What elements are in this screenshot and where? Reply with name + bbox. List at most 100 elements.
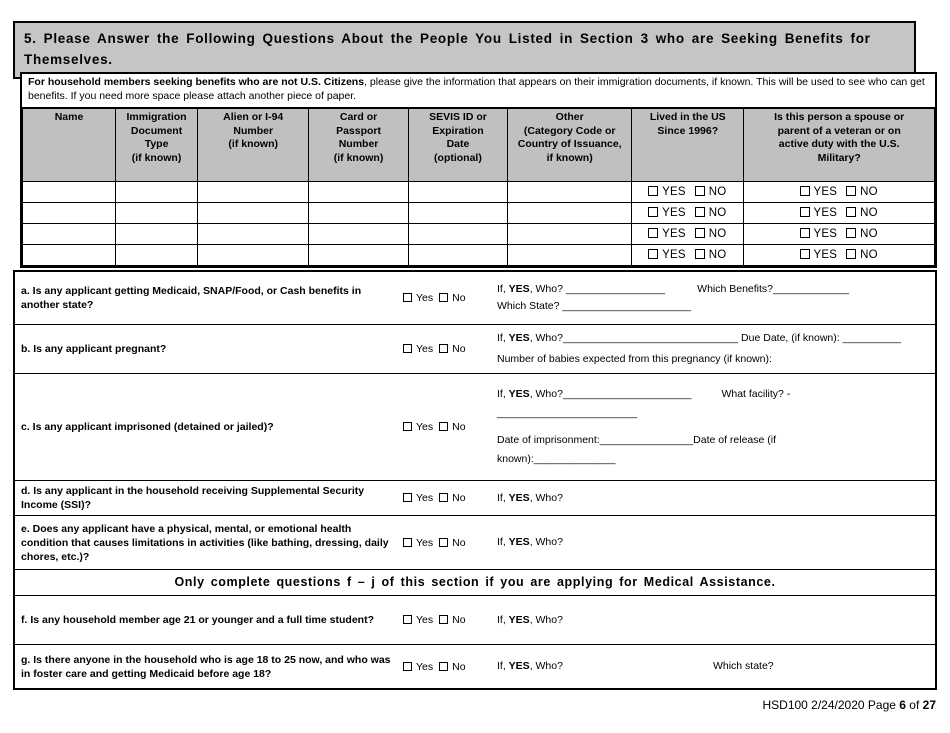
checkbox-yes[interactable]: [403, 537, 412, 547]
checkbox-no[interactable]: [439, 344, 449, 353]
immigration-cell[interactable]: [507, 222, 633, 245]
text-fragment: If,: [497, 388, 509, 400]
yes-no-group: Yes No: [400, 661, 469, 673]
immigration-cell[interactable]: [407, 180, 509, 203]
immigration-cell[interactable]: [115, 222, 199, 245]
checkbox-yes[interactable]: [799, 227, 810, 238]
immigration-cell[interactable]: [197, 201, 310, 224]
yes-option: Yes: [403, 292, 433, 304]
text-fragment: YES: [508, 660, 530, 672]
checkbox-yes[interactable]: [648, 185, 659, 196]
immigration-cell[interactable]: [507, 243, 633, 266]
yes-label: Yes: [416, 343, 434, 355]
intro-lead: For household members seeking benefits w…: [28, 76, 365, 88]
no-label: No: [452, 614, 466, 626]
immigration-cell[interactable]: [407, 201, 509, 224]
checkbox-no[interactable]: [439, 661, 449, 671]
checkbox-yes[interactable]: [403, 493, 412, 502]
checkbox-no[interactable]: [694, 185, 705, 196]
question-text-e: e. Does any applicant have a physical, m…: [21, 522, 389, 563]
yes-no-group: YES NO: [644, 206, 731, 219]
immigration-cell[interactable]: [21, 243, 117, 266]
intro-paragraph: For household members seeking benefits w…: [22, 74, 935, 107]
text-fragment: , Who?: [529, 660, 563, 672]
immigration-cell[interactable]: [21, 180, 117, 203]
yes-option: Yes: [403, 614, 433, 626]
checkbox-yes[interactable]: [403, 344, 412, 353]
checkbox-no[interactable]: [846, 185, 857, 196]
no-option: NO: [694, 185, 727, 198]
immigration-cell[interactable]: [197, 222, 310, 245]
checkbox-yes[interactable]: [648, 248, 659, 259]
immigration-cell[interactable]: [507, 201, 633, 224]
yes-no-group: YES NO: [796, 248, 883, 261]
yes-option: YES: [648, 206, 686, 219]
no-option: NO: [846, 185, 878, 198]
question-followup-a: If, YES, Who? _________________ Which Ben…: [495, 272, 935, 324]
text-fragment: Which State? ______________________: [497, 300, 691, 312]
yes-label: Yes: [416, 292, 434, 304]
text-fragment: known):______________: [497, 453, 616, 465]
checkbox-yes[interactable]: [799, 206, 810, 217]
immigration-cell[interactable]: [197, 243, 310, 266]
immigration-cell[interactable]: [308, 222, 409, 245]
text-fragment: If,: [497, 536, 509, 548]
immigration-cell[interactable]: [115, 180, 199, 203]
immigration-cell[interactable]: [407, 243, 509, 266]
column-header: Alien or I-94 Number (if known): [197, 107, 310, 182]
immigration-cell[interactable]: [407, 222, 509, 245]
checkbox-yes[interactable]: [403, 422, 412, 431]
immigration-cell[interactable]: [507, 180, 633, 203]
section-title: 5. Please Answer the Following Questions…: [13, 21, 916, 79]
no-option: No: [439, 343, 466, 355]
military-cell: YES NO: [743, 222, 935, 245]
checkbox-yes[interactable]: [799, 248, 810, 259]
checkbox-no[interactable]: [694, 227, 705, 238]
no-label: NO: [860, 227, 878, 240]
immigration-cell[interactable]: [21, 222, 117, 245]
immigration-cell[interactable]: [115, 243, 199, 266]
question-row-f: f. Is any household member age 21 or you…: [15, 596, 935, 645]
checkbox-no[interactable]: [694, 248, 705, 259]
immigration-cell[interactable]: [308, 201, 409, 224]
column-header: Lived in the US Since 1996?: [631, 107, 745, 182]
yes-no-group: Yes No: [400, 537, 469, 549]
checkbox-yes[interactable]: [648, 227, 659, 238]
text-fragment: YES: [508, 491, 530, 504]
checkbox-yes[interactable]: [403, 615, 412, 624]
immigration-cell[interactable]: [308, 180, 409, 203]
checkbox-yes[interactable]: [648, 206, 659, 217]
immigration-cell[interactable]: [21, 201, 117, 224]
question-yes-no-b: Yes No: [400, 325, 495, 373]
immigration-cell[interactable]: [308, 243, 409, 266]
text-fragment: What facility? -: [721, 388, 791, 400]
checkbox-yes[interactable]: [403, 293, 412, 302]
checkbox-no[interactable]: [694, 206, 705, 217]
checkbox-no[interactable]: [846, 206, 857, 217]
yes-option: Yes: [403, 492, 433, 504]
checkbox-yes[interactable]: [403, 661, 412, 671]
checkbox-no[interactable]: [439, 422, 449, 431]
text-fragment: 6: [899, 698, 906, 712]
immigration-cell[interactable]: [115, 201, 199, 224]
checkbox-no[interactable]: [439, 293, 449, 302]
immigration-table: Name Immigration Document Type (if known)…: [21, 107, 935, 266]
question-followup-c: If, YES, Who?______________________ What …: [495, 374, 935, 480]
checkbox-no[interactable]: [439, 537, 449, 547]
military-cell: YES NO: [743, 180, 935, 203]
no-label: No: [452, 660, 466, 673]
checkbox-yes[interactable]: [799, 185, 810, 196]
checkbox-no[interactable]: [439, 615, 449, 624]
no-option: No: [439, 492, 466, 504]
question-yes-no-d: Yes No: [400, 481, 495, 515]
followup-line: If, YES, Who? _________________ Which Ben…: [497, 283, 927, 296]
checkbox-no[interactable]: [846, 227, 857, 238]
yes-label: Yes: [416, 660, 434, 673]
immigration-cell[interactable]: [197, 180, 310, 203]
question-row-a: a. Is any applicant getting Medicaid, SN…: [15, 272, 935, 325]
checkbox-no[interactable]: [439, 493, 449, 502]
immigration-header-row: Name Immigration Document Type (if known)…: [21, 107, 935, 182]
no-label: NO: [708, 206, 727, 219]
yes-label: YES: [662, 185, 686, 198]
checkbox-no[interactable]: [846, 248, 857, 259]
